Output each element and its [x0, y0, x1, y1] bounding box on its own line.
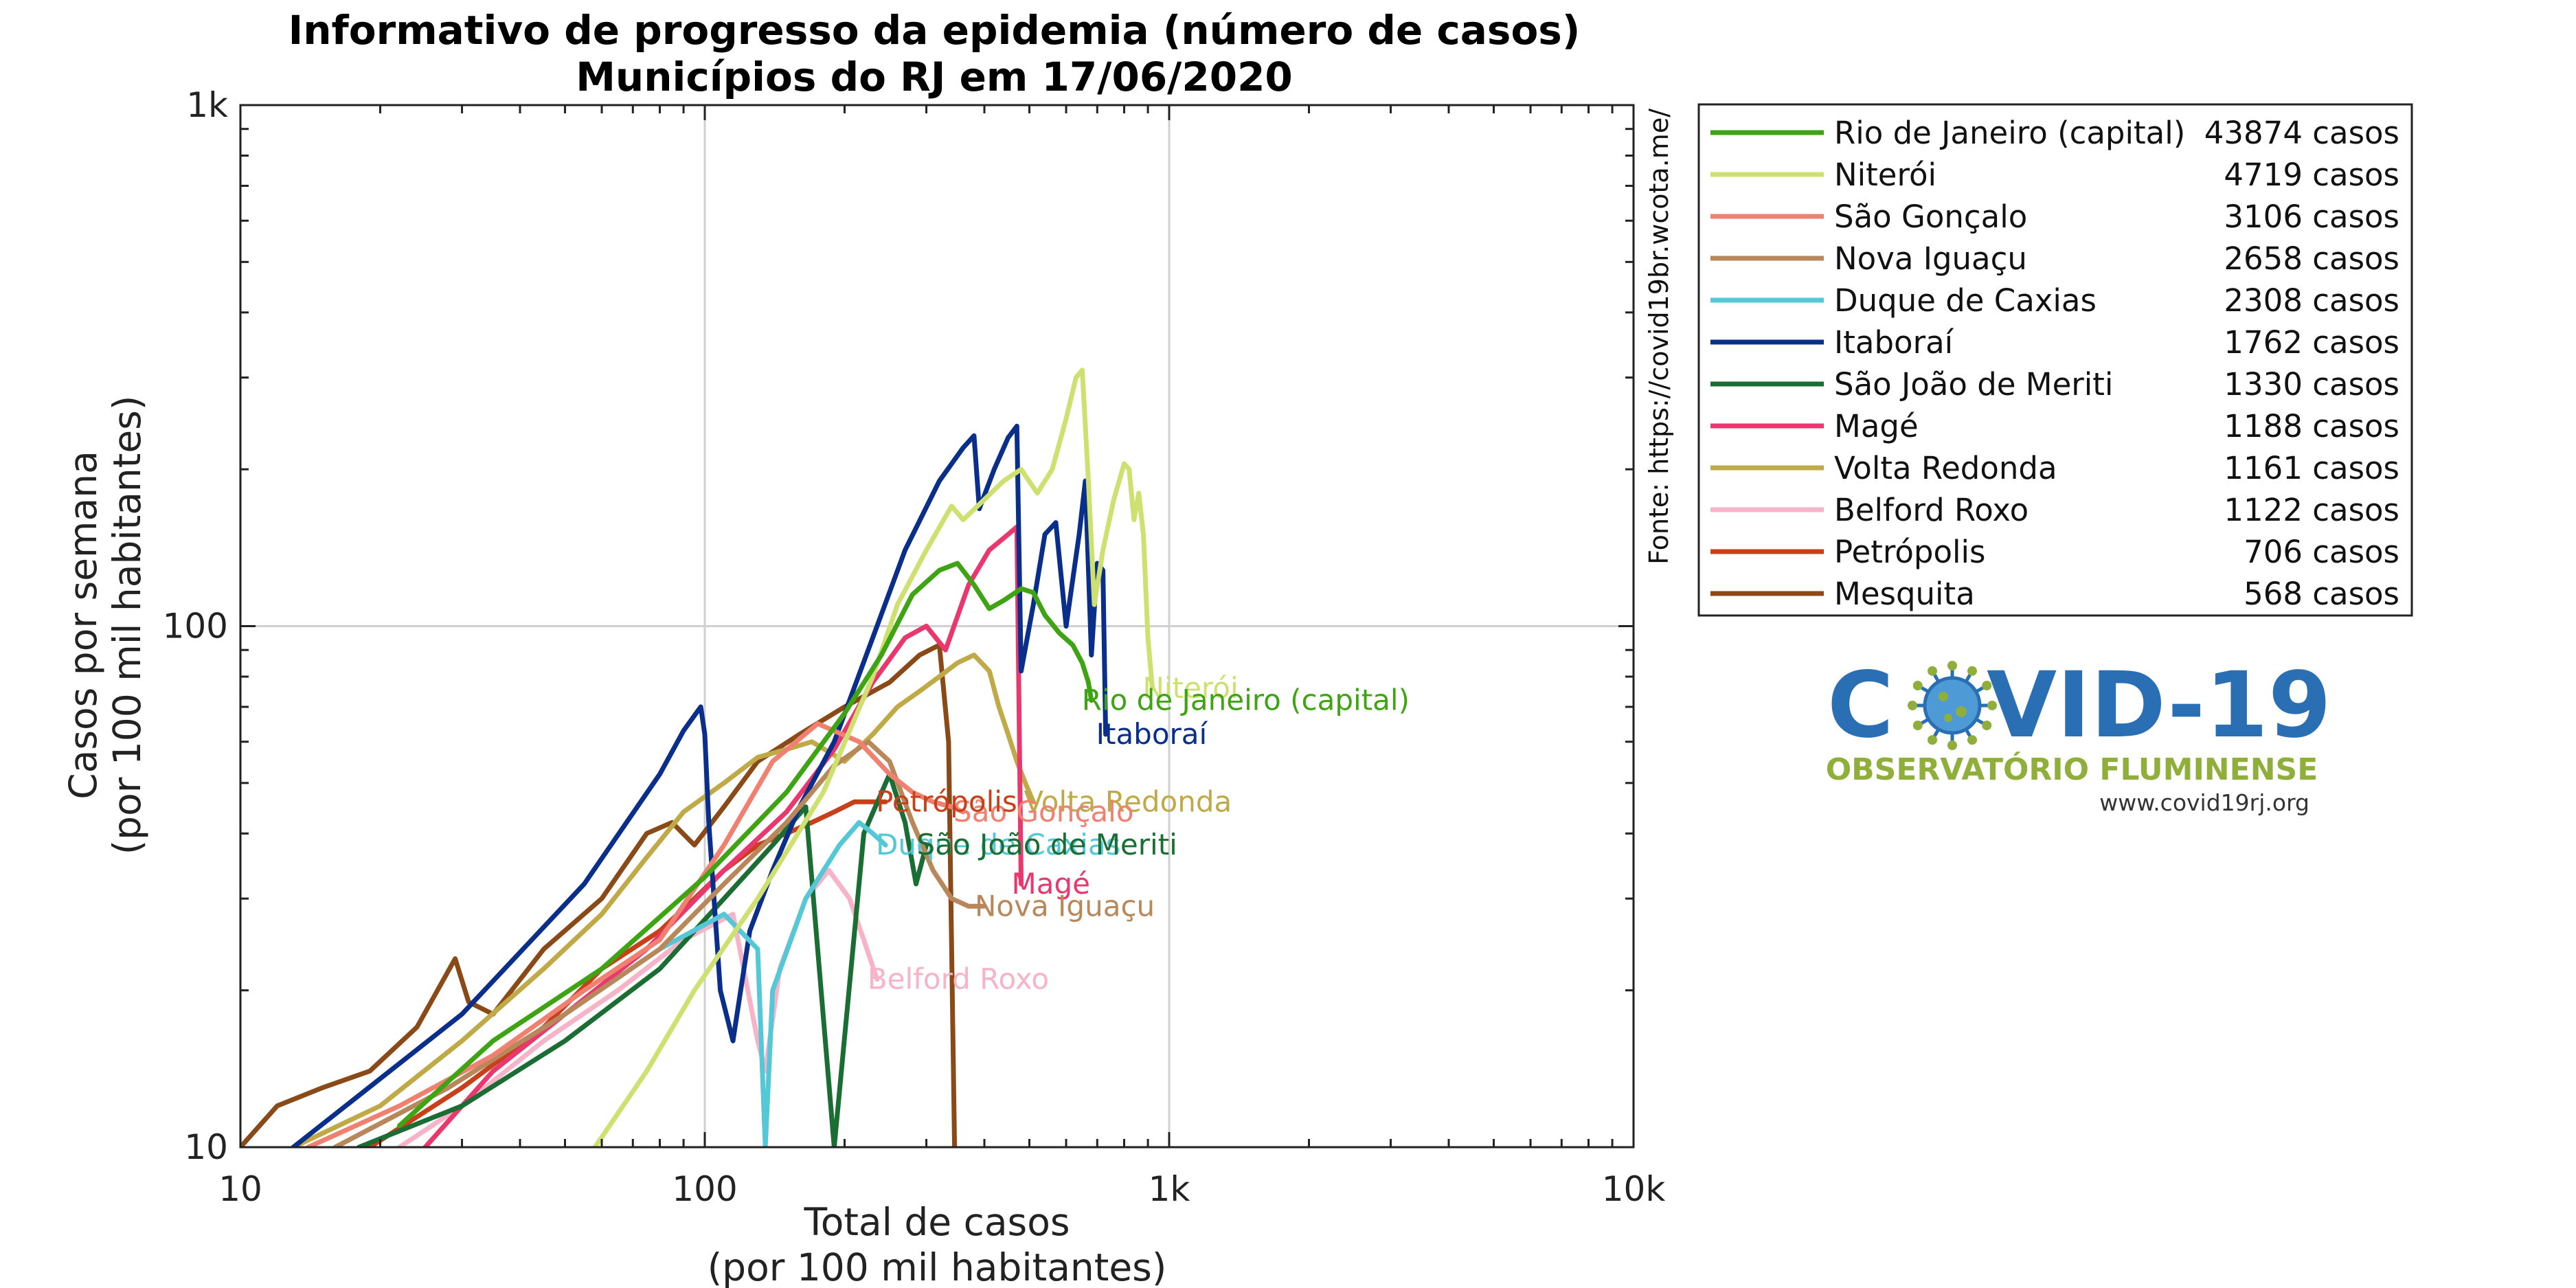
legend-value: 1330 casos	[2224, 366, 2399, 403]
x-tick-label: 10	[218, 1169, 262, 1209]
legend-label: Volta Redonda	[1834, 450, 2057, 486]
virus-spike-tip	[1982, 721, 1992, 730]
x-tick-label: 10k	[1602, 1169, 1666, 1209]
series-line-10	[397, 868, 880, 1147]
series-end-label: Nova Iguaçu	[975, 889, 1155, 923]
legend-value: 706 casos	[2244, 534, 2399, 570]
virus-spike-tip	[1947, 661, 1957, 670]
series-end-label: Belford Roxo	[868, 962, 1049, 996]
virus-spike-tip	[1987, 701, 1997, 710]
x-axis-label: Total de casos	[803, 1200, 1070, 1244]
series-end-label: Rio de Janeiro (capital)	[1082, 683, 1410, 717]
series-line-3	[306, 721, 966, 1147]
legend: Rio de Janeiro (capital) 43874 casos Niter…	[1710, 115, 2399, 612]
axis-ticks: 10 100 1k 10k 10 100 1k	[163, 85, 1666, 1209]
plot-series	[240, 368, 1155, 1147]
x-axis-label-sub: (por 100 mil habitantes)	[708, 1245, 1167, 1288]
legend-value: 1762 casos	[2224, 324, 2399, 361]
series-end-label: São João de Meriti	[917, 828, 1177, 861]
chart-title: Informativo de progresso da epidemia (nú…	[289, 7, 1581, 54]
series-end-label: Duque de Caxias	[876, 828, 1121, 861]
logo-subtitle: OBSERVATÓRIO FLUMINENSE	[1826, 751, 2318, 787]
legend-label: Magé	[1834, 408, 1919, 444]
legend-label: Belford Roxo	[1834, 492, 2029, 528]
legend-label: Niterói	[1834, 157, 1936, 193]
y-axis-label-sub: (por 100 mil habitantes)	[105, 396, 149, 855]
series-end-label: São Gonçalo	[953, 795, 1134, 828]
legend-label: Duque de Caxias	[1834, 282, 2097, 319]
legend-value: 1161 casos	[2224, 450, 2399, 486]
legend-value: 568 casos	[2244, 576, 2399, 612]
series-line-4	[332, 739, 987, 1147]
legend-value: 2658 casos	[2224, 240, 2399, 277]
legend-label: Petrópolis	[1834, 534, 1985, 570]
legend-label: São Gonçalo	[1834, 199, 2027, 235]
y-tick-label: 10	[184, 1127, 228, 1167]
virus-icon	[1908, 661, 1997, 750]
legend-label: Itaboraí	[1834, 324, 1954, 361]
legend-value: 2308 casos	[2224, 282, 2399, 319]
legend-value: 1122 casos	[2224, 492, 2399, 528]
series-line-8	[422, 524, 1024, 1147]
series-line-2	[592, 368, 1155, 1147]
series-end-label: Magé	[1012, 867, 1090, 901]
legend-value: 4719 casos	[2224, 157, 2399, 193]
series-end-label: Itaboraí	[1096, 717, 1208, 751]
legend-box	[1697, 103, 2413, 617]
legend-label: Nova Iguaçu	[1834, 240, 2027, 277]
legend-label: São João de Meriti	[1834, 366, 2113, 403]
x-tick-label: 1k	[1149, 1169, 1190, 1209]
virus-spike-tip	[1967, 666, 1977, 676]
logo-text-c: C	[1827, 653, 1894, 758]
legend-value: 3106 casos	[2224, 199, 2399, 235]
legend-label: Mesquita	[1834, 576, 1975, 612]
series-line-12	[240, 642, 958, 1147]
y-tick-label: 1k	[186, 85, 228, 125]
y-tick-label: 100	[163, 607, 228, 646]
covid19-logo: C VID-19 OBSERVATÓRIO FLUMINENSE www.cov…	[1826, 653, 2331, 816]
series-line-1	[397, 561, 1094, 1129]
virus-spike-tip	[1912, 721, 1923, 730]
series-end-label: Volta Redonda	[1024, 784, 1232, 818]
series-end-label: Petrópolis	[876, 784, 1017, 818]
series-line-6	[291, 423, 1109, 1147]
virus-spike-tip	[1982, 681, 1992, 690]
series-line-9	[291, 653, 1036, 1147]
source-note: Fonte: https://covid19br.wcota.me/	[1644, 109, 1674, 565]
legend-value: 43874 casos	[2204, 115, 2399, 151]
legend-label: Rio de Janeiro (capital)	[1834, 115, 2185, 151]
virus-spike-tip	[1967, 735, 1977, 745]
virus-spike-tip	[1928, 735, 1937, 745]
virus-spike-tip	[1908, 701, 1917, 710]
virus-spike-tip	[1947, 741, 1957, 750]
virus-spike-tip	[1912, 681, 1923, 690]
y-axis-label: Casos por semana	[61, 451, 105, 800]
virus-spike-tip	[1928, 666, 1937, 676]
legend-value: 1188 casos	[2224, 408, 2399, 444]
logo-text-vid19: VID-19	[1987, 653, 2331, 758]
logo-url: www.covid19rj.org	[2099, 789, 2309, 816]
chart-subtitle: Municípios do RJ em 17/06/2020	[576, 54, 1293, 100]
x-tick-label: 100	[672, 1169, 737, 1209]
series-end-label: Niterói	[1143, 671, 1239, 705]
series-line-7	[357, 771, 929, 1147]
